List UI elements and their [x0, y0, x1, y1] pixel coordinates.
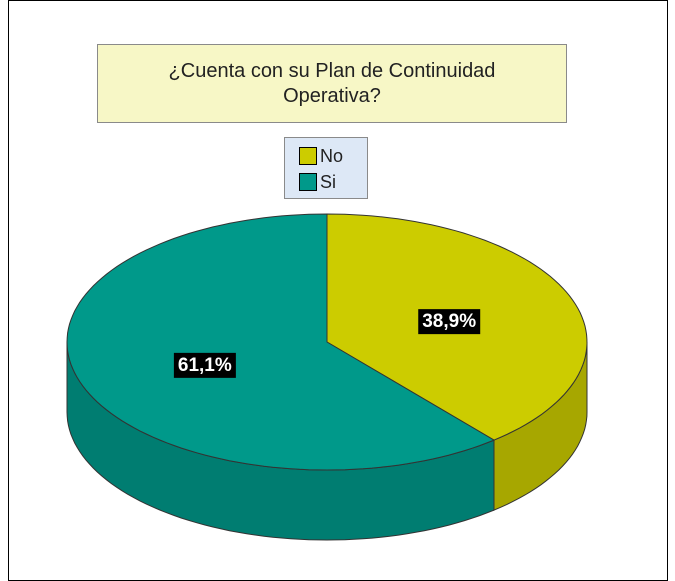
- legend-label: Si: [320, 171, 337, 192]
- legend-swatch: [299, 147, 317, 165]
- value-label: 61,1%: [173, 352, 236, 378]
- value-label-text: 38,9%: [422, 311, 476, 332]
- value-label: 38,9%: [418, 309, 481, 335]
- legend-label: No: [320, 145, 344, 166]
- pie-tops: [66, 213, 588, 471]
- value-label-box: [418, 309, 481, 335]
- value-label-box: [173, 352, 236, 378]
- slice: [66, 213, 496, 471]
- legend-item: No: [299, 143, 367, 169]
- legend-item: Si: [299, 169, 367, 195]
- legend-swatch: [299, 173, 317, 191]
- value-label-text: 61,1%: [178, 355, 232, 376]
- legend: No Si: [284, 137, 368, 199]
- chart-title: ¿Cuenta con su Plan de Continuidad Opera…: [97, 44, 567, 123]
